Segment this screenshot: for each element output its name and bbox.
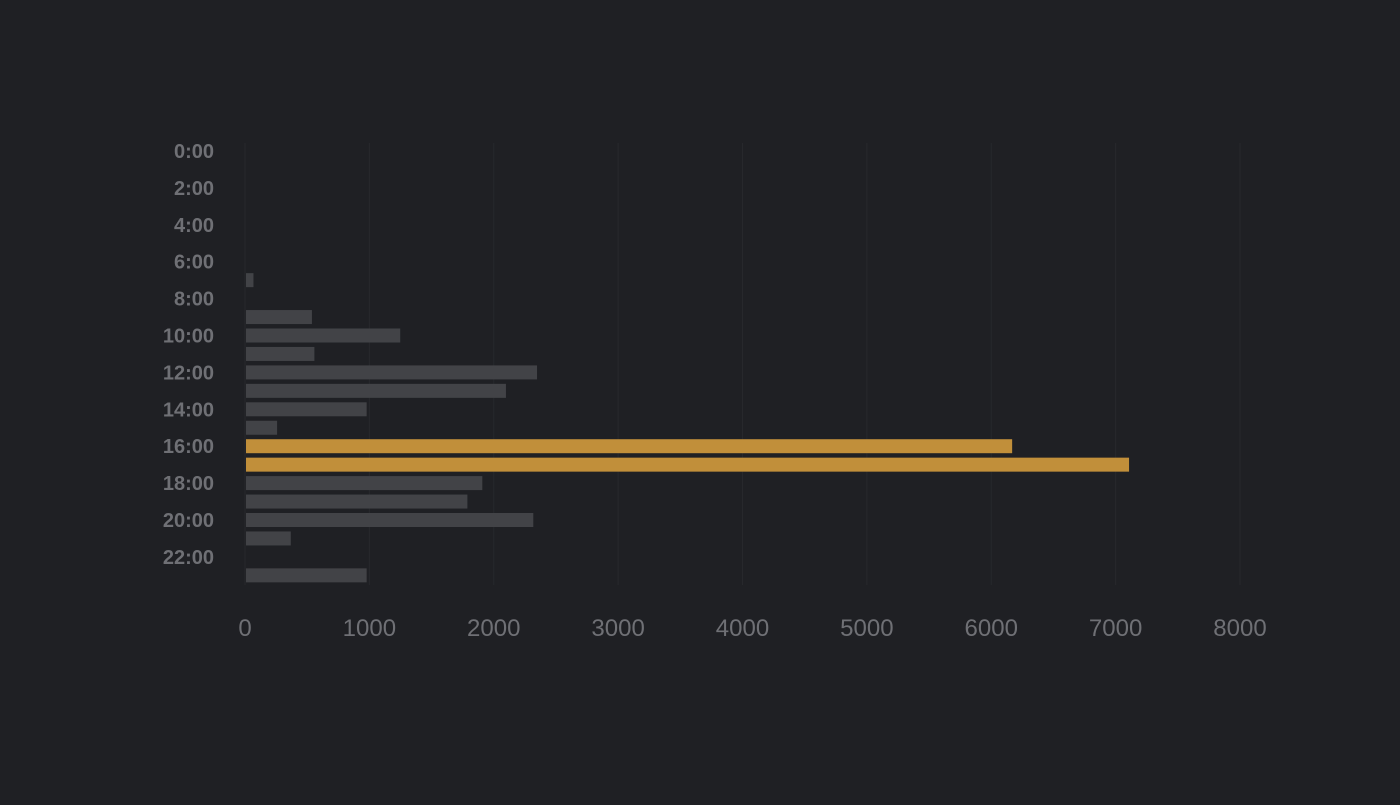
bar-15-00: [246, 420, 278, 435]
x-tick-label-5000: 5000: [840, 615, 893, 642]
y-tick-label-0-00: 0:00: [174, 141, 214, 163]
y-axis-tick-labels: 0:00 2:00 4:00 6:00 8:00 10:00 12:00 14:00 16:00…: [163, 141, 214, 569]
grid-layer: [244, 143, 1241, 585]
x-axis-tick-labels: 0 1000 2000 3000 4000 5000 6000 7000 8000: [238, 615, 1266, 642]
bar-17-00: [246, 457, 1130, 472]
bar-layer: [246, 273, 1130, 583]
y-tick-label-22-00: 22:00: [163, 547, 214, 569]
y-tick-label-18-00: 18:00: [163, 473, 214, 495]
bar-7-00: [246, 273, 254, 288]
bar-19-00: [246, 494, 468, 509]
bar-18-00: [246, 476, 483, 491]
x-tick-label-0: 0: [238, 615, 251, 642]
y-tick-label-6-00: 6:00: [174, 252, 214, 274]
x-tick-label-2000: 2000: [467, 615, 520, 642]
bar-20-00: [246, 513, 534, 527]
x-tick-label-7000: 7000: [1089, 615, 1142, 642]
bar-16-00: [246, 439, 1013, 454]
y-tick-label-2-00: 2:00: [174, 178, 214, 200]
y-tick-label-14-00: 14:00: [163, 399, 214, 421]
bar-21-00: [246, 531, 291, 546]
y-tick-label-4-00: 4:00: [174, 215, 214, 237]
y-tick-label-20-00: 20:00: [163, 510, 214, 532]
x-tick-label-8000: 8000: [1213, 615, 1266, 642]
y-tick-label-8-00: 8:00: [174, 289, 214, 311]
y-tick-label-16-00: 16:00: [163, 436, 214, 458]
y-tick-label-10-00: 10:00: [163, 326, 214, 348]
x-tick-label-1000: 1000: [343, 615, 396, 642]
x-tick-label-3000: 3000: [591, 615, 644, 642]
bar-12-00: [246, 365, 538, 380]
bar-13-00: [246, 383, 506, 398]
y-tick-label-12-00: 12:00: [163, 362, 214, 384]
x-tick-label-6000: 6000: [965, 615, 1018, 642]
x-tick-label-4000: 4000: [716, 615, 769, 642]
bar-11-00: [246, 346, 315, 361]
bar-10-00: [246, 328, 401, 343]
bar-23-00: [246, 568, 367, 583]
bar-9-00: [246, 310, 312, 325]
bar-14-00: [246, 402, 367, 417]
